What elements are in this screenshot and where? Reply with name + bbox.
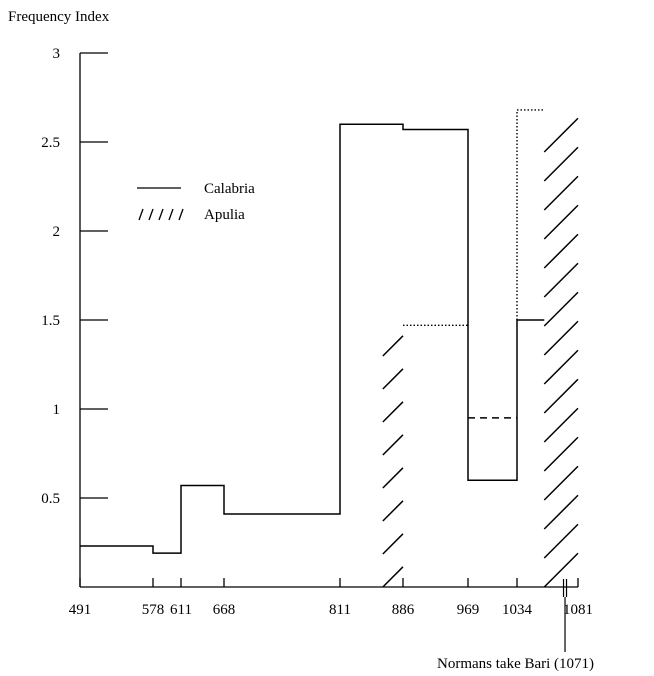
x-tick-label: 1034: [502, 602, 533, 618]
apulia-hatch-stroke: [382, 500, 404, 522]
apulia-hatch-stroke: [543, 494, 579, 530]
apulia-hatch-stroke: [543, 117, 579, 153]
legend-label-apulia: Apulia: [204, 207, 245, 223]
y-tick-label: 0.5: [41, 491, 60, 507]
x-tick-label: 1081: [563, 602, 593, 618]
x-tick-label: 491: [69, 602, 92, 618]
apulia-hatch-stroke: [382, 335, 404, 357]
apulia-hatch-stroke: [382, 401, 404, 423]
x-tick-label: 611: [170, 602, 192, 618]
apulia-hatch-stroke: [382, 434, 404, 456]
x-tick-label: 886: [392, 602, 415, 618]
legend-symbol-apulia-stroke: [138, 208, 144, 221]
apulia-hatch-stroke: [543, 146, 579, 182]
apulia-hatch-stroke: [382, 467, 404, 489]
x-tick-label: 969: [457, 602, 480, 618]
apulia-hatch-stroke: [543, 523, 579, 559]
y-tick-label: 1.5: [41, 313, 60, 329]
x-tick-label: 668: [213, 602, 236, 618]
calabria-step-line: [80, 123, 545, 554]
y-tick-label: 3: [53, 46, 61, 62]
legend-symbol-apulia-stroke: [158, 208, 164, 221]
x-tick-label: 811: [329, 602, 351, 618]
apulia-hatch-stroke: [543, 204, 579, 240]
apulia-hatch-stroke: [382, 368, 404, 390]
y-tick-label: 2: [53, 224, 61, 240]
apulia-hatch-stroke: [543, 349, 579, 385]
legend-label-calabria: Calabria: [204, 181, 255, 197]
apulia-hatch-stroke: [382, 566, 404, 588]
y-tick-label: 1: [53, 402, 61, 418]
apulia-hatch-stroke: [543, 233, 579, 269]
apulia-hatch-stroke: [382, 533, 404, 555]
y-tick-label: 2.5: [41, 135, 60, 151]
apulia-hatch-stroke: [543, 291, 579, 327]
legend-symbol-apulia-stroke: [178, 208, 184, 221]
y-axis-title: Frequency Index: [8, 9, 110, 25]
apulia-hatch-stroke: [543, 320, 579, 356]
apulia-hatch-stroke: [543, 407, 579, 443]
x-tick-label: 578: [142, 602, 165, 618]
apulia-hatch-stroke: [543, 175, 579, 211]
apulia-hatch-stroke: [543, 552, 579, 588]
legend-symbol-apulia-stroke: [168, 208, 174, 221]
annotation-text: Normans take Bari (1071): [437, 656, 594, 672]
apulia-hatch-stroke: [543, 436, 579, 472]
legend-symbol-apulia-stroke: [148, 208, 154, 221]
apulia-hatch-stroke: [543, 378, 579, 414]
apulia-hatch-stroke: [543, 465, 579, 501]
apulia-hatch-stroke: [543, 262, 579, 298]
